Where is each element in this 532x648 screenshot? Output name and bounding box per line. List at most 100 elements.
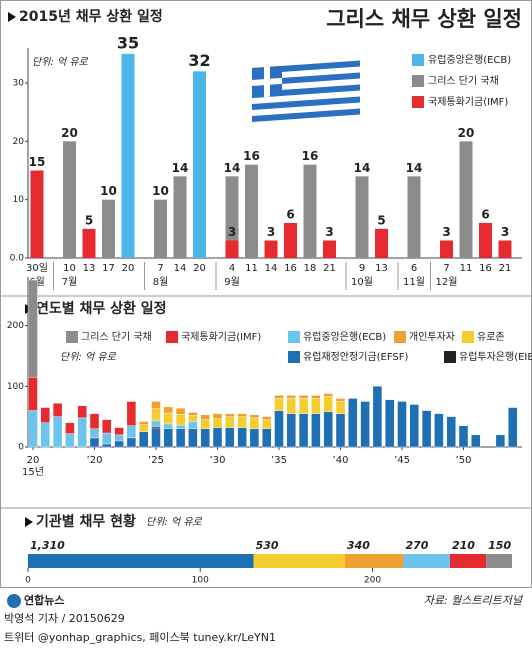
bar-segment — [102, 419, 112, 434]
x-tick-label: 21 — [499, 263, 512, 274]
value-label: 32 — [188, 51, 210, 70]
x-tick-label: ’35 — [271, 455, 287, 466]
bar-segment — [200, 428, 210, 448]
bar-segment — [188, 415, 198, 422]
x-tick-label: 16 — [479, 263, 492, 274]
bar — [459, 141, 473, 258]
x-tick-label: 16 — [284, 263, 297, 274]
legend-label: 유럽재정안정기금(EFSF) — [303, 351, 408, 363]
bar — [323, 240, 336, 258]
x-tick-label: 4 — [229, 263, 235, 274]
header-arrow — [25, 517, 33, 527]
bar-segment — [163, 423, 174, 429]
legend-swatch — [412, 54, 424, 66]
bar-segment — [409, 404, 419, 448]
month-label: 8월 — [153, 276, 169, 288]
bar-segment — [138, 431, 149, 448]
bar-segment — [77, 417, 87, 448]
x-tick-label: 18 — [304, 263, 317, 274]
bar-segment — [298, 398, 309, 414]
bar — [154, 199, 167, 258]
bar-segment — [114, 427, 124, 436]
bar — [440, 240, 453, 258]
bar-segment — [102, 432, 112, 445]
bar-segment — [348, 398, 358, 448]
bar-segment — [212, 418, 223, 428]
section-title: 2015년 채무 상환 일정 — [19, 8, 163, 25]
bar-segment — [262, 428, 272, 448]
x-tick-label: 17 — [102, 263, 115, 274]
bar-segment — [311, 395, 321, 399]
bar-segment — [311, 413, 321, 448]
bar-segment — [225, 413, 235, 417]
bar-segment — [212, 427, 223, 448]
x-tick-label: ’45 — [394, 455, 410, 466]
bar-segment — [40, 407, 50, 423]
value-label: 530 — [256, 539, 279, 552]
month-label: 9월 — [224, 276, 240, 288]
bar — [102, 199, 115, 258]
bar — [355, 176, 369, 258]
bar-segment — [151, 408, 161, 422]
value-label: 6 — [481, 208, 489, 222]
section-title: 연도별 채무 상환 일정 — [36, 300, 167, 317]
legend-label: 국제통화기금(IMF) — [181, 331, 261, 343]
value-label: 15 — [29, 155, 46, 169]
bar-segment — [298, 413, 309, 448]
bar-segment — [138, 424, 149, 433]
legend-swatch — [444, 351, 456, 363]
value-label: 3 — [325, 225, 333, 239]
main-title: 그리스 채무 상환 일정 — [326, 7, 522, 31]
value-label: 20 — [458, 126, 475, 140]
bar-segment — [114, 440, 124, 448]
legend-label: 유로존 — [477, 331, 505, 343]
value-label: 270 — [405, 539, 428, 552]
bar-segment — [28, 279, 38, 378]
logo: 연합뉴스 — [24, 593, 64, 607]
bar-segment — [151, 426, 161, 429]
bar-segment — [126, 401, 137, 426]
legend-swatch — [288, 331, 300, 343]
bar-segment — [323, 396, 333, 412]
bar-segment — [163, 406, 174, 414]
unit: 단위: 억 유로 — [60, 351, 117, 363]
bar-segment — [335, 398, 346, 402]
legend-label: 국제통화기금(IMF) — [428, 96, 508, 108]
value-label: 14 — [406, 161, 423, 175]
bar-segment — [175, 428, 186, 448]
bar-segment — [403, 554, 450, 568]
credit: 박영석 기자 / 20150629 — [4, 612, 125, 625]
bar-segment — [151, 401, 161, 409]
x-tick-label: 100 — [192, 576, 209, 586]
value-label: 20 — [61, 126, 78, 140]
bar — [407, 176, 421, 258]
bar — [264, 240, 278, 258]
social: 트위터 @yonhap_graphics, 페이스북 tuney.kr/LeYN… — [4, 631, 276, 644]
bar — [193, 71, 206, 258]
value-label: 14 — [224, 161, 241, 175]
x-tick-label: 7 — [157, 263, 163, 274]
bar-segment — [65, 422, 75, 434]
bar-segment — [188, 428, 198, 448]
x-tick-label: 7 — [443, 263, 449, 274]
bar — [82, 228, 96, 258]
value-label: 3 — [501, 225, 509, 239]
month-label: 11월 — [403, 276, 425, 288]
bar-segment — [262, 419, 272, 429]
bar-segment — [175, 414, 186, 426]
unit: 단위: 억 유로 — [146, 516, 203, 528]
bar-segment — [237, 416, 247, 428]
bar-segment — [163, 412, 174, 425]
x-tick-label: 10 — [63, 263, 76, 274]
value-label: 6 — [286, 208, 294, 222]
x-tick-label: 6 — [411, 263, 417, 274]
x-tick-label: ’50 — [456, 455, 472, 466]
y-tick-label: 30 — [13, 79, 25, 89]
bar-segment — [237, 427, 247, 448]
bar-segment — [449, 554, 487, 568]
bar — [173, 176, 187, 258]
bar-segment — [434, 413, 444, 448]
bar-segment — [77, 405, 87, 419]
bar — [284, 223, 297, 258]
